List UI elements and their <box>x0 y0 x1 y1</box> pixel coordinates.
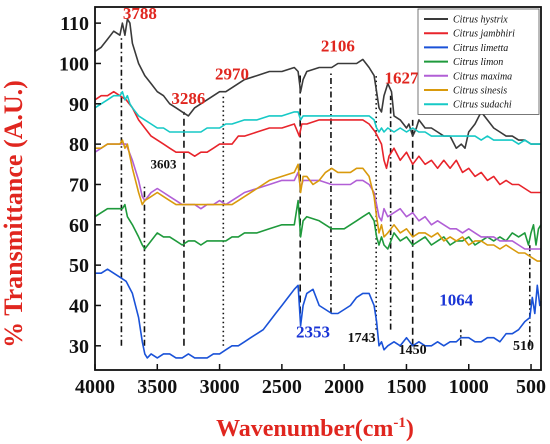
peak-annotation: 2106 <box>321 36 355 55</box>
x-tick-label: 3500 <box>137 376 177 398</box>
series-line <box>94 90 541 145</box>
y-tick-label: 100 <box>59 53 89 75</box>
y-tick-label: 80 <box>69 134 89 156</box>
peak-annotations: 3788 3603 3286 2970 2106 1627 2353 1743 1450 1064… <box>123 4 534 358</box>
y-tick-label: 50 <box>69 255 89 277</box>
legend-entry: Citrus limon <box>453 57 503 68</box>
x-axis-label-close: ) <box>406 416 414 442</box>
legend-entry: Citrus jambhiri <box>453 29 515 40</box>
series-line <box>94 90 541 194</box>
series-lines <box>94 18 542 359</box>
series-line <box>95 268 542 359</box>
x-tick-label: 4000 <box>75 376 115 398</box>
x-axis-label-sup: -1 <box>393 415 406 431</box>
legend-entry: Citrus maxima <box>453 71 512 82</box>
y-tick-label: 90 <box>69 94 89 116</box>
series-line <box>94 18 541 149</box>
x-axis-label-main: Wavenumber(cm <box>216 416 393 442</box>
peak-annotation: 2970 <box>215 65 249 84</box>
peak-annotation: 3286 <box>171 89 205 108</box>
x-tick-label: 3000 <box>200 376 240 398</box>
series-line <box>94 143 541 250</box>
peak-annotation: 3788 <box>123 4 157 23</box>
y-tick-label: 30 <box>69 336 89 358</box>
x-axis-label: Wavenumber(cm-1) <box>216 415 414 442</box>
peak-annotation: 2353 <box>296 323 330 342</box>
y-axis-label: % Transmittance (A.U.) <box>0 80 28 348</box>
axes: 4000 3500 3000 2500 2000 1500 1000 500 30 40 50 60 7… <box>59 6 546 398</box>
peak-annotation: 1064 <box>439 290 474 309</box>
peak-annotation: 1743 <box>348 331 376 346</box>
x-tick-label: 1000 <box>449 376 489 398</box>
plot-frame <box>94 6 542 371</box>
legend-entry: Citrus sudachi <box>453 100 512 111</box>
legend: Citrus hystrix Citrus jambhiri Citrus lime… <box>417 8 540 115</box>
x-tick-label: 2000 <box>324 376 364 398</box>
peak-annotation: 1450 <box>399 343 427 358</box>
y-tick-label: 70 <box>69 174 89 196</box>
peak-annotation: 3603 <box>151 156 178 171</box>
series-line <box>95 139 541 262</box>
x-tick-label: 2500 <box>262 376 302 398</box>
series-line <box>94 199 542 250</box>
legend-entry: Citrus sinesis <box>453 86 507 97</box>
x-tick-label: 1500 <box>386 376 426 398</box>
legend-entry: Citrus limetta <box>453 43 508 54</box>
peak-annotation: 510 <box>513 339 534 354</box>
legend-entry: Citrus hystrix <box>453 15 508 26</box>
y-tick-label: 60 <box>69 215 89 237</box>
x-tick-label: 500 <box>516 376 546 398</box>
y-tick-label: 110 <box>60 13 89 35</box>
y-tick-label: 40 <box>69 295 89 317</box>
peak-annotation: 1627 <box>384 69 419 88</box>
